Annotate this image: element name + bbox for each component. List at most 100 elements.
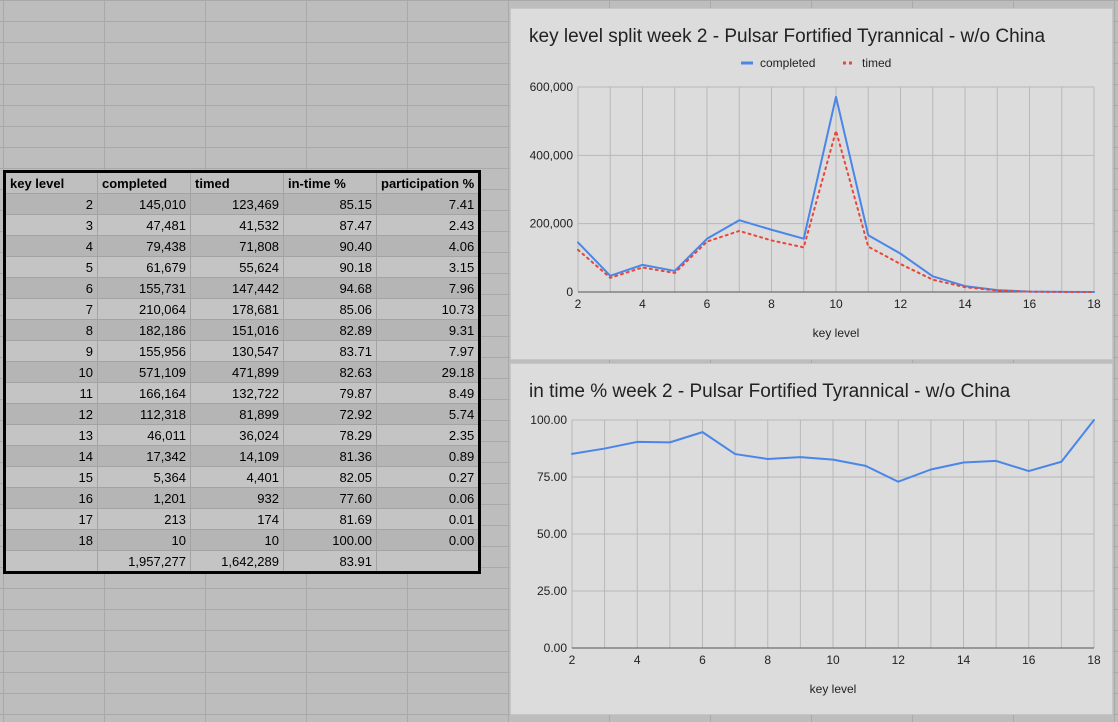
table-cell[interactable]: 147,442 (190, 277, 284, 299)
table-cell[interactable]: 0.89 (376, 445, 481, 467)
table-cell[interactable]: 47,481 (97, 214, 191, 236)
table-cell[interactable]: 6 (4, 277, 98, 299)
table-cell[interactable]: 7.41 (376, 193, 481, 215)
table-cell[interactable]: 15 (4, 466, 98, 488)
table-cell[interactable]: 0.01 (376, 508, 481, 530)
column-header[interactable]: timed (190, 171, 284, 194)
table-cell[interactable]: 81,899 (190, 403, 284, 425)
table-row: 17 213 174 81.69 0.01 (4, 508, 481, 530)
table-cell[interactable]: 7 (4, 298, 98, 320)
table-cell[interactable] (4, 550, 98, 573)
table-cell[interactable]: 7.96 (376, 277, 481, 299)
table-cell[interactable]: 155,956 (97, 340, 191, 362)
table-cell[interactable]: 17,342 (97, 445, 191, 467)
table-cell[interactable]: 166,164 (97, 382, 191, 404)
table-cell[interactable]: 130,547 (190, 340, 284, 362)
table-cell[interactable]: 18 (4, 529, 98, 551)
table-cell[interactable]: 82.63 (283, 361, 377, 383)
table-cell[interactable]: 123,469 (190, 193, 284, 215)
table-cell[interactable]: 36,024 (190, 424, 284, 446)
table-cell[interactable]: 17 (4, 508, 98, 530)
table-cell[interactable] (376, 550, 481, 573)
table-cell[interactable]: 85.15 (283, 193, 377, 215)
table-cell[interactable]: 0.00 (376, 529, 481, 551)
table-cell[interactable]: 82.89 (283, 319, 377, 341)
table-cell[interactable]: 12 (4, 403, 98, 425)
table-cell[interactable]: 4 (4, 235, 98, 257)
table-cell[interactable]: 13 (4, 424, 98, 446)
table-cell[interactable]: 132,722 (190, 382, 284, 404)
table-cell[interactable]: 1,201 (97, 487, 191, 509)
table-cell[interactable]: 14,109 (190, 445, 284, 467)
table-cell[interactable]: 1,957,277 (97, 550, 191, 573)
table-cell[interactable]: 2 (4, 193, 98, 215)
table-cell[interactable]: 7.97 (376, 340, 481, 362)
table-cell[interactable]: 81.36 (283, 445, 377, 467)
table-cell[interactable]: 11 (4, 382, 98, 404)
table-cell[interactable]: 55,624 (190, 256, 284, 278)
table-cell[interactable]: 90.18 (283, 256, 377, 278)
table-cell[interactable]: 9 (4, 340, 98, 362)
chart-key-level-split-panel[interactable]: key level split week 2 - Pulsar Fortifie… (510, 8, 1113, 360)
table-cell[interactable]: 213 (97, 508, 191, 530)
table-cell[interactable]: 9.31 (376, 319, 481, 341)
table-cell[interactable]: 3.15 (376, 256, 481, 278)
column-header[interactable]: participation % (376, 171, 481, 194)
table-cell[interactable]: 46,011 (97, 424, 191, 446)
table-cell[interactable]: 151,016 (190, 319, 284, 341)
table-cell[interactable]: 178,681 (190, 298, 284, 320)
table-cell[interactable]: 1,642,289 (190, 550, 284, 573)
table-cell[interactable]: 210,064 (97, 298, 191, 320)
table-cell[interactable]: 79.87 (283, 382, 377, 404)
table-cell[interactable]: 41,532 (190, 214, 284, 236)
table-cell[interactable]: 4.06 (376, 235, 481, 257)
table-cell[interactable]: 10 (190, 529, 284, 551)
table-cell[interactable]: 83.71 (283, 340, 377, 362)
table-cell[interactable]: 571,109 (97, 361, 191, 383)
table-cell[interactable]: 71,808 (190, 235, 284, 257)
column-header[interactable]: completed (97, 171, 191, 194)
table-cell[interactable]: 0.06 (376, 487, 481, 509)
table-cell[interactable]: 4,401 (190, 466, 284, 488)
table-cell[interactable]: 182,186 (97, 319, 191, 341)
table-cell[interactable]: 82.05 (283, 466, 377, 488)
table-cell[interactable]: 5.74 (376, 403, 481, 425)
table-cell[interactable]: 8.49 (376, 382, 481, 404)
table-cell[interactable]: 10 (97, 529, 191, 551)
table-cell[interactable]: 78.29 (283, 424, 377, 446)
table-cell[interactable]: 112,318 (97, 403, 191, 425)
table-cell[interactable]: 155,731 (97, 277, 191, 299)
chart-in-time-panel[interactable]: in time % week 2 - Pulsar Fortified Tyra… (510, 363, 1113, 715)
table-cell[interactable]: 10 (4, 361, 98, 383)
x-tick-label: 12 (892, 653, 906, 667)
table-cell[interactable]: 81.69 (283, 508, 377, 530)
table-cell[interactable]: 2.43 (376, 214, 481, 236)
table-cell[interactable]: 16 (4, 487, 98, 509)
table-cell[interactable]: 14 (4, 445, 98, 467)
y-tick-label: 75.00 (537, 470, 567, 484)
table-cell[interactable]: 100.00 (283, 529, 377, 551)
table-cell[interactable]: 471,899 (190, 361, 284, 383)
column-header[interactable]: in-time % (283, 171, 377, 194)
table-cell[interactable]: 85.06 (283, 298, 377, 320)
table-cell[interactable]: 8 (4, 319, 98, 341)
table-cell[interactable]: 174 (190, 508, 284, 530)
table-cell[interactable]: 90.40 (283, 235, 377, 257)
table-cell[interactable]: 3 (4, 214, 98, 236)
table-cell[interactable]: 79,438 (97, 235, 191, 257)
table-cell[interactable]: 932 (190, 487, 284, 509)
table-cell[interactable]: 5,364 (97, 466, 191, 488)
table-cell[interactable]: 72.92 (283, 403, 377, 425)
column-header[interactable]: key level (4, 171, 98, 194)
table-cell[interactable]: 94.68 (283, 277, 377, 299)
table-cell[interactable]: 5 (4, 256, 98, 278)
table-cell[interactable]: 29.18 (376, 361, 481, 383)
table-cell[interactable]: 87.47 (283, 214, 377, 236)
table-cell[interactable]: 77.60 (283, 487, 377, 509)
table-cell[interactable]: 0.27 (376, 466, 481, 488)
table-cell[interactable]: 145,010 (97, 193, 191, 215)
table-cell[interactable]: 2.35 (376, 424, 481, 446)
table-cell[interactable]: 10.73 (376, 298, 481, 320)
table-cell[interactable]: 61,679 (97, 256, 191, 278)
table-cell[interactable]: 83.91 (283, 550, 377, 573)
